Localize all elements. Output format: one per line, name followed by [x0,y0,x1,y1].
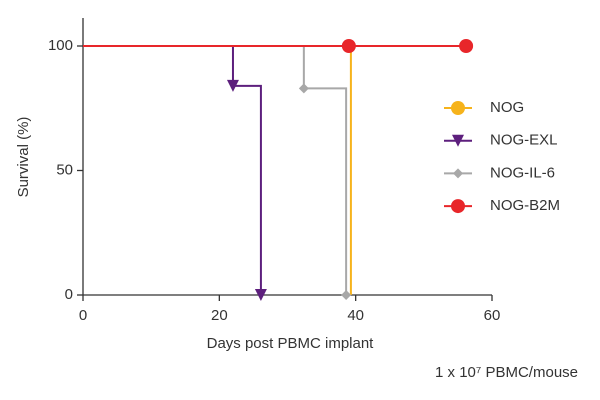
censor-marker [459,39,474,53]
x-tick-label: 0 [79,307,87,324]
legend-marker [452,134,464,147]
censor-marker [254,289,267,301]
survival-line [83,45,348,295]
x-tick-label: 60 [484,307,501,324]
y-tick-label: 50 [56,161,73,178]
legend-label: NOG-EXL [490,132,558,149]
y-axis-label: Survival (%) [15,117,32,198]
y-tick-label: 0 [65,286,73,303]
x-tick-label: 20 [211,307,228,324]
censor-marker [226,79,239,92]
legend-marker [453,168,463,179]
legend-label: NOG-IL-6 [490,164,555,181]
x-axis-label: Days post PBMC implant [207,335,375,352]
y-tick-label: 100 [48,37,73,54]
legend-marker [451,199,465,214]
annotation: 1 x 10⁷ PBMC/mouse [435,364,578,381]
x-tick-label: 40 [347,307,364,324]
survival-line [83,45,352,295]
censor-marker [341,290,352,300]
legend-label: NOG [490,99,524,116]
legend-marker [451,101,465,115]
censor-marker [341,39,356,53]
censor-marker [298,83,309,94]
legend-label: NOG-B2M [490,197,560,214]
